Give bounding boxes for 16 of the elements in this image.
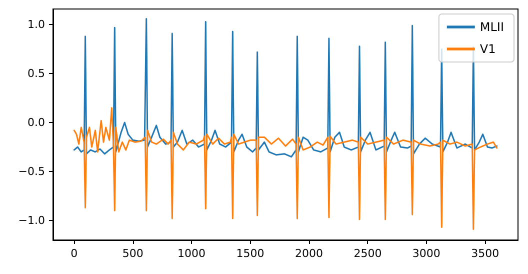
x-tick-label: 1000 (178, 247, 206, 260)
x-tick-label: 0 (70, 247, 78, 260)
x-tick-label: 2500 (354, 247, 382, 260)
x-tick-label: 1500 (236, 247, 264, 260)
line-series (73, 107, 498, 230)
y-tick-label: 0.5 (28, 67, 45, 80)
y-tick-label: 1.0 (28, 18, 45, 32)
x-tick-label: 2000 (294, 247, 323, 260)
legend-label: MLII (480, 20, 504, 34)
x-tick-label: 3500 (471, 247, 500, 260)
y-tick-label: −0.5 (18, 164, 45, 178)
x-tick-label: 500 (122, 247, 144, 260)
y-tick-label: −1.0 (18, 214, 45, 227)
x-tick-label: 3000 (412, 247, 440, 260)
y-tick-label: 0.0 (28, 116, 45, 130)
legend-label: V1 (480, 42, 496, 56)
